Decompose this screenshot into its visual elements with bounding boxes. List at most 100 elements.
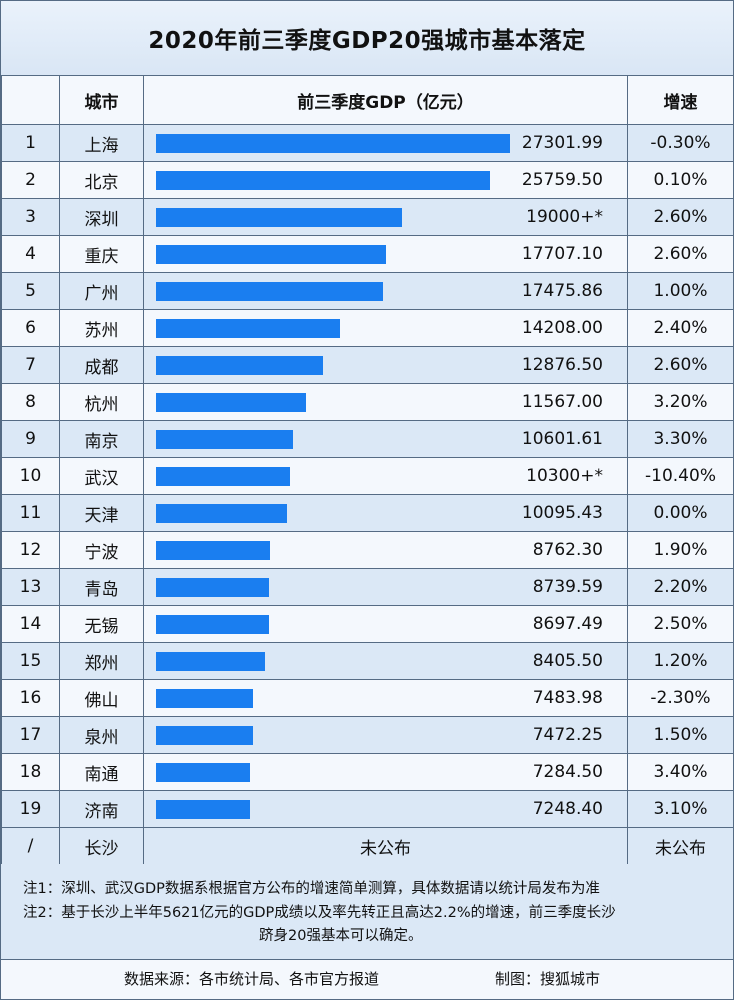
gdp-cell: 10601.61 (143, 420, 628, 458)
header-growth: 增速 (627, 75, 734, 125)
rank-cell: 16 (1, 679, 60, 717)
rank-cell: 11 (1, 494, 60, 532)
table-row: 14 无锡 8697.49 2.50% (1, 605, 734, 643)
gdp-bar (156, 430, 293, 449)
gdp-bar (156, 134, 510, 153)
growth-cell: -2.30% (627, 679, 734, 717)
gdp-cell: 7472.25 (143, 716, 628, 754)
source-text: 数据来源：各市统计局、各市官方报道 (124, 970, 380, 988)
extra-growth: 未公布 (627, 827, 734, 865)
gdp-cell: 12876.50 (143, 346, 628, 384)
gdp-value-label: 12876.50 (521, 355, 603, 375)
table-row: 1 上海 27301.99 -0.30% (1, 124, 734, 162)
gdp-value-label: 7472.25 (532, 725, 603, 745)
extra-city: 长沙 (59, 827, 144, 865)
rank-cell: 15 (1, 642, 60, 680)
gdp-value-label: 7248.40 (532, 799, 603, 819)
table-row: 18 南通 7284.50 3.40% (1, 753, 734, 791)
chart-title: 2020年前三季度GDP20强城市基本落定 (1, 1, 733, 76)
table-row: 3 深圳 19000+* 2.60% (1, 198, 734, 236)
growth-cell: 2.20% (627, 568, 734, 606)
gdp-cell: 25759.50 (143, 161, 628, 199)
gdp-cell: 10095.43 (143, 494, 628, 532)
gdp-bar (156, 578, 269, 597)
table-row: 9 南京 10601.61 3.30% (1, 420, 734, 458)
rank-cell: 17 (1, 716, 60, 754)
growth-cell: 1.50% (627, 716, 734, 754)
growth-cell: 2.50% (627, 605, 734, 643)
gdp-value-label: 10601.61 (521, 429, 603, 449)
gdp-cell: 17707.10 (143, 235, 628, 273)
gdp-value-label: 7483.98 (532, 688, 603, 708)
rank-cell: 4 (1, 235, 60, 273)
gdp-value-label: 19000+* (526, 207, 603, 227)
extra-row: / 长沙 未公布 未公布 (1, 827, 734, 865)
growth-cell: 1.90% (627, 531, 734, 569)
credit-text: 制图：搜狐城市 (495, 970, 601, 988)
gdp-bar (156, 393, 306, 412)
gdp-bar (156, 245, 386, 264)
gdp-cell: 11567.00 (143, 383, 628, 421)
city-label: 广州 (59, 272, 144, 310)
rank-cell: 9 (1, 420, 60, 458)
gdp-cell: 27301.99 (143, 124, 628, 162)
table-row: 8 杭州 11567.00 3.20% (1, 383, 734, 421)
growth-cell: 2.60% (627, 346, 734, 384)
gdp-table: 城市 前三季度GDP（亿元） 增速 1 上海 27301.99 -0.30% 2 北京 25… (1, 75, 734, 865)
table-row: 11 天津 10095.43 0.00% (1, 494, 734, 532)
gdp-value-label: 10300+* (526, 466, 603, 486)
header-city: 城市 (59, 75, 144, 125)
notes-panel: 注1：深圳、武汉GDP数据系根据官方公布的增速简单测算，具体数据请以统计局发布为… (1, 864, 733, 960)
gdp-bar (156, 504, 287, 523)
table-row: 13 青岛 8739.59 2.20% (1, 568, 734, 606)
city-label: 成都 (59, 346, 144, 384)
extra-rank: / (1, 827, 60, 865)
gdp-cell: 8697.49 (143, 605, 628, 643)
growth-cell: 3.30% (627, 420, 734, 458)
table-row: 15 郑州 8405.50 1.20% (1, 642, 734, 680)
growth-cell: 0.10% (627, 161, 734, 199)
rank-cell: 14 (1, 605, 60, 643)
rank-cell: 7 (1, 346, 60, 384)
city-label: 无锡 (59, 605, 144, 643)
gdp-bar (156, 652, 265, 671)
table-row: 10 武汉 10300+* -10.40% (1, 457, 734, 495)
gdp-value-label: 11567.00 (521, 392, 603, 412)
city-label: 天津 (59, 494, 144, 532)
growth-cell: -10.40% (627, 457, 734, 495)
gdp-bar (156, 467, 290, 486)
growth-cell: 2.60% (627, 198, 734, 236)
table-row: 5 广州 17475.86 1.00% (1, 272, 734, 310)
header-row: 城市 前三季度GDP（亿元） 增速 (1, 75, 734, 125)
gdp-cell: 7248.40 (143, 790, 628, 828)
city-label: 济南 (59, 790, 144, 828)
gdp-bar (156, 208, 402, 227)
growth-cell: 3.40% (627, 753, 734, 791)
city-label: 上海 (59, 124, 144, 162)
table-row: 6 苏州 14208.00 2.40% (1, 309, 734, 347)
gdp-value-label: 8697.49 (532, 614, 603, 634)
gdp-cell: 7284.50 (143, 753, 628, 791)
gdp-value-label: 27301.99 (521, 133, 603, 153)
table-row: 4 重庆 17707.10 2.60% (1, 235, 734, 273)
city-label: 深圳 (59, 198, 144, 236)
gdp-value-label: 8405.50 (532, 651, 603, 671)
city-label: 宁波 (59, 531, 144, 569)
city-label: 泉州 (59, 716, 144, 754)
growth-cell: 3.10% (627, 790, 734, 828)
growth-cell: 1.20% (627, 642, 734, 680)
table-row: 12 宁波 8762.30 1.90% (1, 531, 734, 569)
rank-cell: 19 (1, 790, 60, 828)
city-label: 郑州 (59, 642, 144, 680)
gdp-bar (156, 356, 323, 375)
gdp-bar (156, 800, 250, 819)
rank-cell: 18 (1, 753, 60, 791)
gdp-bar (156, 689, 253, 708)
city-label: 杭州 (59, 383, 144, 421)
rank-cell: 5 (1, 272, 60, 310)
footer: 数据来源：各市统计局、各市官方报道 制图：搜狐城市 (1, 960, 733, 999)
gdp-cell: 19000+* (143, 198, 628, 236)
gdp-bar (156, 541, 270, 560)
header-gdp: 前三季度GDP（亿元） (143, 75, 628, 125)
gdp-value-label: 25759.50 (521, 170, 603, 190)
